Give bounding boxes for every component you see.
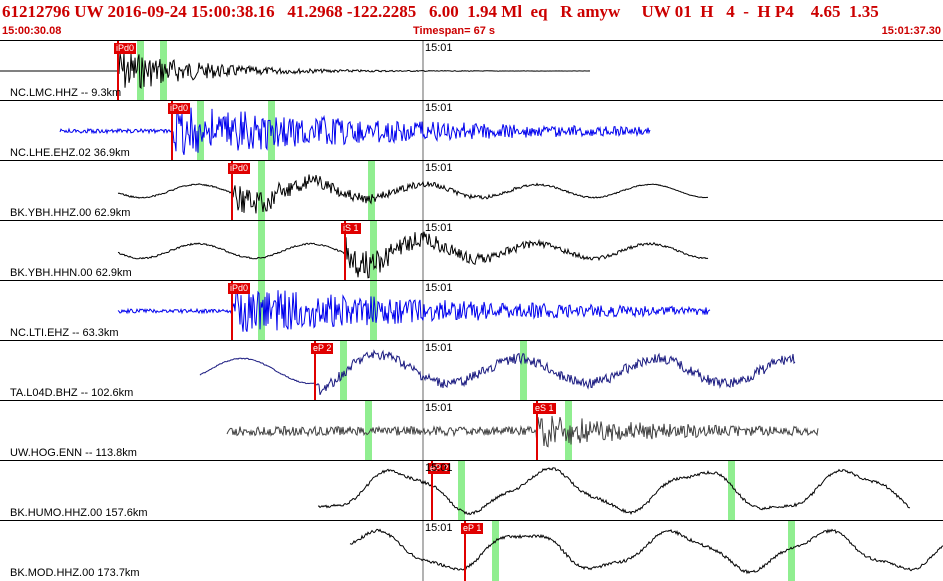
waveform-plot [59, 101, 651, 161]
phase-window [137, 41, 144, 101]
waveform-trace [317, 467, 911, 516]
waveform-plot [199, 341, 796, 401]
timespan: Timespan= 67 s [413, 25, 496, 37]
waveform-plot [117, 161, 708, 221]
station-label: BK.YBH.HHN.00 62.9km [10, 267, 132, 279]
waveform-trace [117, 174, 708, 214]
phase-pick-marker[interactable]: iPd0 [114, 43, 137, 54]
trace-track[interactable]: eS 1 15:01 UW.HOG.ENN -- 113.8km [0, 400, 943, 461]
minute-marker-label: 15:01 [425, 222, 453, 234]
minute-marker-label: 15:01 [425, 462, 453, 474]
minute-marker-label: 15:01 [425, 402, 453, 414]
station-label: BK.MOD.HHZ.00 173.7km [10, 567, 140, 579]
phase-window [728, 461, 735, 521]
minute-marker-label: 15:01 [425, 342, 453, 354]
phase-pick-marker[interactable]: eP 2 [311, 343, 334, 354]
waveform-plot [117, 221, 709, 281]
phase-pick-marker[interactable]: iPd0 [228, 283, 251, 294]
phase-pick-marker[interactable]: iPd0 [228, 163, 251, 174]
trace-track[interactable]: iS 1 15:01 BK.YBH.HHN.00 62.9km [0, 220, 943, 281]
phase-window [365, 401, 372, 461]
trace-track[interactable]: eP 2 15:01 BK.HUMO.HHZ.00 157.6km [0, 460, 943, 521]
minute-marker-label: 15:01 [425, 282, 453, 294]
phase-window [458, 461, 465, 521]
minute-marker-label: 15:01 [425, 162, 453, 174]
trace-track[interactable]: eP 1 15:01 BK.MOD.HHZ.00 173.7km [0, 520, 943, 581]
waveform-trace [117, 231, 709, 279]
phase-pick-marker[interactable]: iPd0 [168, 103, 191, 114]
phase-window [492, 521, 499, 581]
phase-pick-marker[interactable]: eP 1 [461, 523, 484, 534]
waveform-trace [226, 415, 819, 448]
phase-pick-marker[interactable]: iS 1 [341, 223, 361, 234]
station-label: UW.HOG.ENN -- 113.8km [10, 447, 137, 459]
phase-pick-marker[interactable]: eS 1 [533, 403, 556, 414]
waveform-plot [0, 41, 591, 101]
waveform-trace [117, 287, 711, 332]
phase-window [258, 221, 265, 281]
start-time: 15:00:30.08 [2, 25, 62, 37]
waveform-plot [117, 281, 711, 341]
phase-pick-marker[interactable]: eP 2 [428, 463, 451, 474]
trace-track[interactable]: iPd0 15:01 NC.LHE.EHZ.02 36.9km [0, 100, 943, 161]
trace-track[interactable]: iPd0 15:01 BK.YBH.HHZ.00 62.9km [0, 160, 943, 221]
phase-window [258, 281, 265, 341]
waveform-trace [0, 52, 591, 89]
station-label: BK.HUMO.HHZ.00 157.6km [10, 507, 148, 519]
minute-marker-label: 15:01 [425, 102, 453, 114]
minute-marker-label: 15:01 [425, 522, 453, 534]
event-title: 61212796 UW 2016-09-24 15:00:38.16 41.29… [2, 2, 879, 21]
phase-window [788, 521, 795, 581]
trace-track[interactable]: eP 2 15:01 TA.L04D.BHZ -- 102.6km [0, 340, 943, 401]
station-label: NC.LMC.HHZ -- 9.3km [10, 87, 122, 99]
station-label: NC.LTI.EHZ -- 63.3km [10, 327, 119, 339]
station-label: NC.LHE.EHZ.02 36.9km [10, 147, 130, 159]
seismogram-panel: iPd0 15:01 NC.LMC.HHZ -- 9.3km iPd0 15:0… [0, 40, 943, 581]
station-label: TA.L04D.BHZ -- 102.6km [10, 387, 134, 399]
phase-window [258, 161, 265, 221]
station-label: BK.YBH.HHZ.00 62.9km [10, 207, 131, 219]
minute-marker-label: 15:01 [425, 42, 453, 54]
waveform-plot [226, 401, 819, 461]
waveform-trace [349, 528, 943, 575]
phase-window [368, 161, 375, 221]
phase-window [370, 221, 377, 281]
waveform-trace [199, 349, 796, 395]
trace-track[interactable]: iPd0 15:01 NC.LTI.EHZ -- 63.3km [0, 280, 943, 341]
header: 61212796 UW 2016-09-24 15:00:38.16 41.29… [0, 0, 943, 40]
trace-track[interactable]: iPd0 15:01 NC.LMC.HHZ -- 9.3km [0, 40, 943, 101]
phase-window [520, 341, 527, 401]
end-time: 15:01:37.30 [881, 25, 941, 37]
waveform-trace [59, 105, 651, 155]
